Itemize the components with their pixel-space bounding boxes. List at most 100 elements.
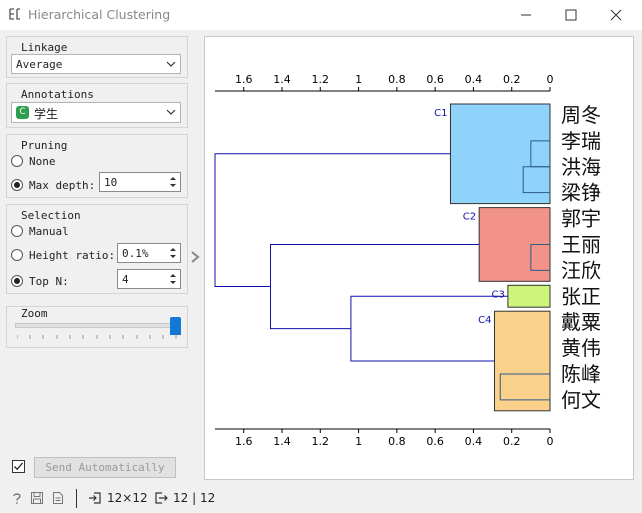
leaf-label: 周冬 <box>561 103 601 127</box>
pruning-none-label: None <box>29 155 56 168</box>
selection-manual-radio[interactable]: Manual <box>11 223 111 241</box>
axis-tick-label: 0 <box>547 435 554 448</box>
pruning-max-depth-radio[interactable]: Max depth: <box>11 177 101 195</box>
leaf-label: 汪欣 <box>561 258 601 282</box>
leaf-label: 王丽 <box>561 232 601 256</box>
top-n-spinbox[interactable]: 4 <box>117 269 181 289</box>
leaf-label: 李瑞 <box>561 129 601 153</box>
max-depth-spinbox[interactable]: 10 <box>99 172 181 192</box>
upper-merge-link <box>270 243 480 330</box>
axis-tick-label: 0.4 <box>465 435 483 448</box>
merge-link <box>499 373 550 401</box>
input-icon <box>89 492 101 504</box>
cluster-label-C4: C4 <box>478 315 491 326</box>
leaf-label: 陈峰 <box>561 362 601 386</box>
check-icon <box>14 462 23 471</box>
spin-arrows-icon <box>170 274 176 284</box>
annotations-title: Annotations <box>21 88 94 101</box>
chevron-down-icon <box>166 109 176 115</box>
selection-box: Selection Manual Height ratio: 0.1% Top … <box>6 204 188 294</box>
height-ratio-value: 0.1% <box>122 247 149 260</box>
leaf-label: 黄伟 <box>561 336 601 360</box>
axis-tick-label: 1 <box>355 73 362 86</box>
leaf-label: 何文 <box>561 388 601 412</box>
axis-tick-label: 0.4 <box>465 73 483 86</box>
app-icon <box>9 8 20 20</box>
linkage-box: Linkage Average <box>6 36 188 78</box>
radio-icon <box>11 225 23 237</box>
selection-top-n-label: Top N: <box>29 275 69 288</box>
linkage-title: Linkage <box>21 41 68 54</box>
close-button[interactable] <box>606 5 626 25</box>
spin-arrows-icon <box>170 248 176 258</box>
upper-merge-link <box>214 153 451 288</box>
send-automatically-button[interactable]: Send Automatically <box>34 457 176 478</box>
help-icon[interactable] <box>10 491 24 505</box>
input-summary: 12×12 <box>107 491 148 505</box>
leaf-label: 戴粟 <box>561 310 601 334</box>
axis-tick-label: 0.6 <box>426 435 444 448</box>
top-n-value: 4 <box>122 273 129 286</box>
leaf-label: 郭宇 <box>561 207 601 231</box>
pruning-box: Pruning None Max depth: 10 <box>6 134 188 198</box>
categorical-variable-icon: C <box>16 106 29 119</box>
selection-height-ratio-label: Height ratio: <box>29 249 116 262</box>
send-automatically-checkbox[interactable] <box>12 460 25 473</box>
save-icon[interactable] <box>30 491 44 505</box>
axis-tick-label: 1 <box>355 435 362 448</box>
axis-tick-label: 1.6 <box>235 73 253 86</box>
axis-tick-label: 0.2 <box>503 73 521 86</box>
selection-height-ratio-radio[interactable]: Height ratio: <box>11 247 116 265</box>
cluster-box-C1 <box>449 103 551 205</box>
radio-icon <box>11 179 23 191</box>
zoom-slider-handle[interactable] <box>170 317 181 335</box>
cluster-label-C2: C2 <box>463 212 476 223</box>
spin-arrows-icon <box>170 177 176 187</box>
upper-merge-link <box>350 295 508 362</box>
close-icon <box>610 9 622 21</box>
control-panel: Linkage Average Annotations C 学生 Pruning… <box>0 30 194 485</box>
axis-tick-label: 1.6 <box>235 435 253 448</box>
selection-top-n-radio[interactable]: Top N: <box>11 273 91 291</box>
cluster-box-C3 <box>507 284 551 308</box>
annotations-box: Annotations C 学生 <box>6 83 188 128</box>
collapse-panel-icon[interactable] <box>189 250 201 264</box>
selection-manual-label: Manual <box>29 225 69 238</box>
report-icon[interactable] <box>51 491 65 505</box>
radio-icon <box>11 275 23 287</box>
output-icon <box>155 492 168 504</box>
leaf-label: 洪海 <box>561 155 601 179</box>
axis-tick-label: 0.8 <box>388 435 406 448</box>
axis-tick-label: 1.2 <box>312 73 330 86</box>
leaf-label: 梁铮 <box>561 181 601 205</box>
cluster-label-C3: C3 <box>492 289 505 300</box>
pruning-none-radio[interactable]: None <box>11 153 111 171</box>
maximize-icon <box>565 9 577 21</box>
height-ratio-spinbox[interactable]: 0.1% <box>117 243 181 263</box>
chevron-down-icon <box>166 61 176 67</box>
merge-link <box>522 166 550 194</box>
linkage-value: Average <box>16 58 63 71</box>
status-divider <box>76 489 77 508</box>
linkage-combo[interactable]: Average <box>11 54 181 74</box>
axis-tick-label: 1.4 <box>273 435 291 448</box>
max-depth-value: 10 <box>104 176 118 189</box>
zoom-ticks <box>17 335 177 339</box>
selection-title: Selection <box>21 209 81 222</box>
radio-icon <box>11 249 23 261</box>
zoom-slider-track[interactable] <box>15 323 179 328</box>
maximize-button[interactable] <box>561 5 581 25</box>
annotations-combo[interactable]: C 学生 <box>11 102 181 123</box>
dendrogram-view[interactable]: 1.6 1.4 1.2 1 0.8 0.6 0.4 0.2 0 1.6 1.4 1.2 1 0.8 0.6 0… <box>204 36 634 480</box>
pruning-max-depth-label: Max depth: <box>29 179 96 192</box>
zoom-title: Zoom <box>21 307 48 320</box>
radio-icon <box>11 155 23 167</box>
axis-tick-label: 0.6 <box>426 73 444 86</box>
dendrogram-svg[interactable]: 1.6 1.4 1.2 1 0.8 0.6 0.4 0.2 0 1.6 1.4 1.2 1 0.8 0.6 0… <box>205 37 633 479</box>
minimize-icon <box>521 14 531 16</box>
annotations-value: 学生 <box>34 107 59 121</box>
axis-tick-label: 1.4 <box>273 73 291 86</box>
cluster-box-C4 <box>493 310 551 412</box>
axis-tick-label: 0.2 <box>503 435 521 448</box>
minimize-button[interactable] <box>516 5 536 25</box>
